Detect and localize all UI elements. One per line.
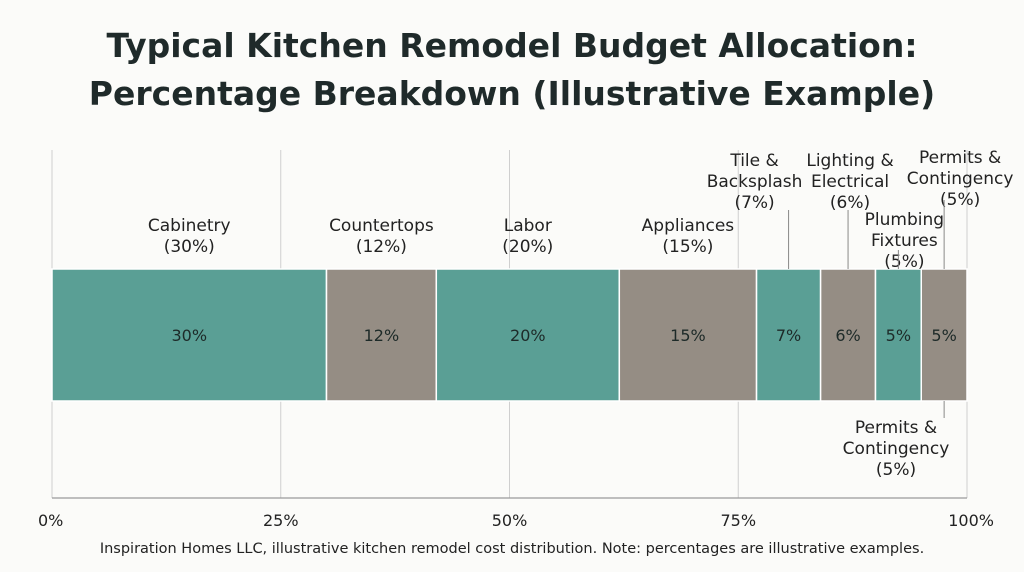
segment-annotation-5-line-0: Lighting &: [806, 151, 893, 171]
segment-annotation-4-line-1: Backsplash: [707, 172, 803, 192]
x-tick-label-0: 0%: [38, 511, 63, 530]
x-tick-label-2: 50%: [492, 511, 528, 530]
bar-segment-3: [618, 268, 758, 402]
segment-value-label-0: 30%: [171, 326, 207, 345]
extra-annotation-line-2: (5%): [876, 460, 916, 480]
segment-value-label-4: 7%: [776, 326, 801, 345]
extra-annotation-line-0: Permits &: [855, 418, 937, 438]
bar-segment-5: [819, 268, 877, 402]
segment-value-label-3: 15%: [670, 326, 706, 345]
bar-segment-7: [920, 268, 968, 402]
chart-title: Typical Kitchen Remodel Budget Allocatio…: [0, 22, 1024, 118]
segment-annotation-0-line-1: (30%): [164, 237, 215, 257]
segment-value-label-5: 6%: [835, 326, 860, 345]
segment-annotation-0-line-0: Cabinetry: [148, 216, 231, 236]
segment-annotation-6-line-0: Plumbing: [865, 210, 944, 230]
segment-annotation-5-line-1: Electrical: [811, 172, 889, 192]
segment-value-label-7: 5%: [931, 326, 956, 345]
segment-annotation-4-line-2: (7%): [734, 193, 774, 213]
x-tick-label-4: 100%: [948, 511, 994, 530]
segment-annotation-3-line-0: Appliances: [642, 216, 735, 236]
segment-annotation-7-line-0: Permits &: [919, 148, 1001, 168]
segment-annotation-1-line-0: Countertops: [329, 216, 434, 236]
segment-value-label-2: 20%: [510, 326, 546, 345]
chart-title-line-1: Typical Kitchen Remodel Budget Allocatio…: [106, 26, 918, 65]
stacked-bar-chart: 0% 25% 50% 75% 100% 30% Cabinetry(30%) 12% Count…: [38, 148, 1014, 530]
segment-annotation-1-line-1: (12%): [356, 237, 407, 257]
x-tick-label-3: 75%: [720, 511, 756, 530]
segment-value-label-1: 12%: [364, 326, 400, 345]
x-tick-label-1: 25%: [263, 511, 299, 530]
extra-annotation-line-1: Contingency: [843, 439, 950, 459]
bar-segment-4: [755, 268, 822, 402]
bar-segment-0: [51, 268, 328, 402]
segment-annotation-6-line-1: Fixtures: [871, 231, 938, 251]
segment-annotation-2-line-0: Labor: [504, 216, 552, 236]
segment-annotation-7-line-1: Contingency: [907, 169, 1014, 189]
segment-annotation-3-line-1: (15%): [662, 237, 713, 257]
bar-segment-1: [325, 268, 438, 402]
bar-segment-6: [874, 268, 922, 402]
segment-value-label-6: 5%: [886, 326, 911, 345]
segment-annotation-7-line-2: (5%): [940, 190, 980, 210]
segment-annotation-6-line-2: (5%): [884, 252, 924, 272]
segment-annotation-5-line-2: (6%): [830, 193, 870, 213]
chart-title-line-2: Percentage Breakdown (Illustrative Examp…: [88, 74, 936, 113]
chart-footnote: Inspiration Homes LLC, illustrative kitc…: [99, 541, 925, 557]
segment-annotation-2-line-1: (20%): [502, 237, 553, 257]
bar-segment-2: [435, 268, 621, 402]
segment-annotation-4-line-0: Tile &: [729, 151, 778, 171]
